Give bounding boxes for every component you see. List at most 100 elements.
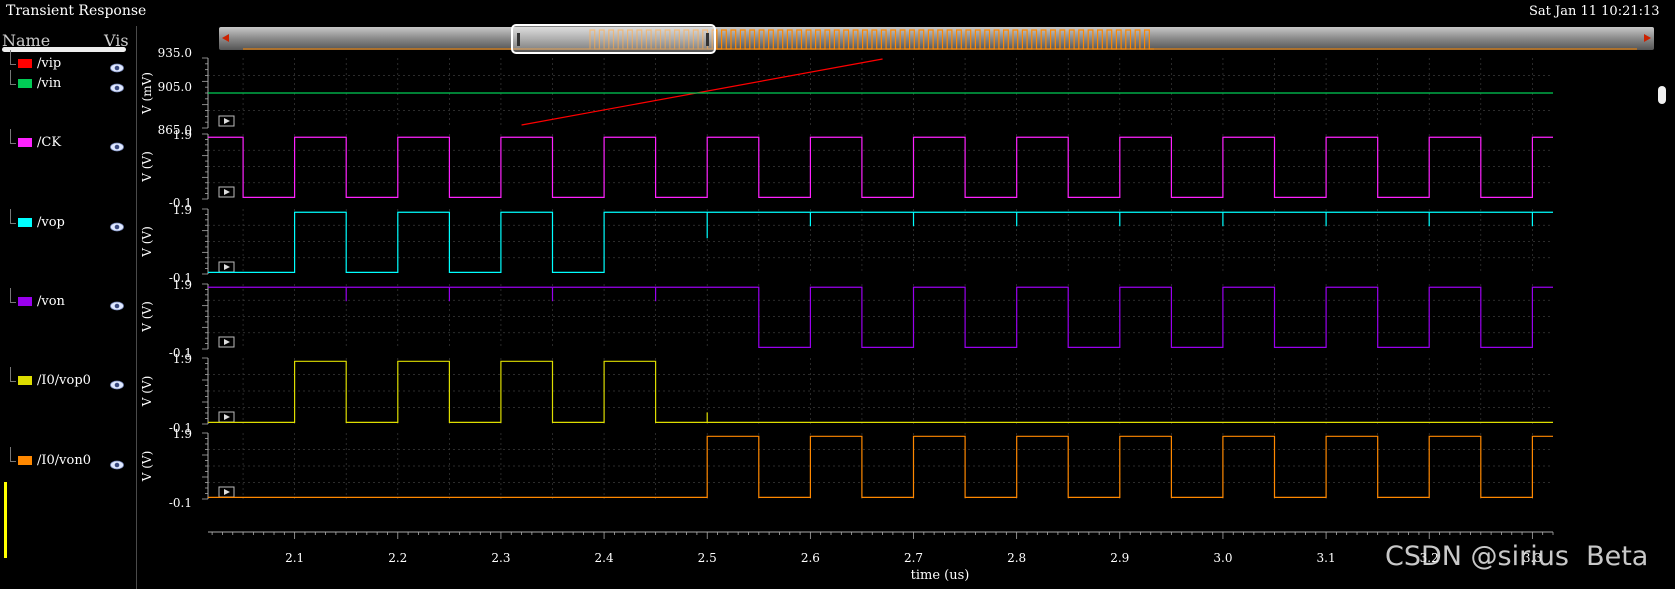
signal-name: /I0/vop0 (37, 373, 91, 388)
play-icon (224, 189, 230, 195)
tree-connector (10, 367, 16, 382)
strip-expand-frame (218, 186, 235, 198)
plot-strip: V (mV) 935.0 905.0 865.0 (140, 46, 1553, 137)
eye-icon[interactable] (110, 58, 124, 73)
signal-row[interactable]: /vip (0, 50, 136, 74)
column-header-vis[interactable]: Vis (104, 31, 129, 48)
x-tick-label: 2.7 (904, 551, 923, 565)
tree-connector (10, 447, 16, 462)
x-tick-label: 3.1 (1317, 551, 1336, 565)
x-tick-label: 3.3 (1523, 551, 1542, 565)
x-tick-label: 2.3 (491, 551, 510, 565)
waveform-vip (521, 58, 883, 126)
signal-row[interactable]: /vop (0, 209, 136, 233)
x-axis: 2.1 2.2 2.3 2.4 2.5 2.6 2.7 2.8 2.9 3.0 3.1 3.2 3.3 t… (208, 531, 1554, 583)
y-tick-label: 1.9 (173, 427, 192, 441)
signal-color-swatch (18, 59, 32, 68)
overview-bar[interactable] (219, 24, 1654, 54)
watermark: CSDN @sirius Beta (1385, 541, 1649, 572)
selection-indicator (4, 482, 7, 558)
waveform-i0-vop0 (208, 360, 1553, 423)
vertical-scrollbar[interactable] (1658, 86, 1666, 104)
strip-expand-button[interactable] (218, 115, 235, 127)
plot-strip: V (V) 1.9 -0.1 (140, 352, 1553, 435)
eye-icon[interactable] (110, 217, 124, 232)
signal-color-swatch (18, 138, 32, 147)
x-tick-label: 2.5 (698, 551, 717, 565)
signal-name: /CK (37, 135, 62, 150)
y-tick-label: 935.0 (158, 46, 192, 60)
y-axis-label: V (V) (140, 226, 154, 258)
datetime: Sat Jan 11 10:21:13 (1529, 4, 1660, 19)
y-tick-label: 1.9 (173, 203, 192, 217)
x-axis-label: time (us) (911, 568, 970, 583)
eye-icon[interactable] (110, 455, 124, 470)
x-tick-label: 2.2 (388, 551, 407, 565)
signal-name: /von (37, 294, 65, 309)
eye-icon[interactable] (110, 296, 124, 311)
signal-color-swatch (18, 456, 32, 465)
tree-connector (10, 50, 16, 65)
strip-expand-frame (218, 115, 235, 127)
signal-row[interactable]: /CK (0, 129, 136, 153)
tree-connector (10, 129, 16, 144)
waveform-vop (208, 211, 1553, 273)
x-tick-label: 3.2 (1420, 551, 1439, 565)
y-tick-label: 865.0 (158, 123, 192, 137)
signal-row[interactable]: /vin (0, 70, 136, 94)
strip-expand-button[interactable] (218, 261, 235, 273)
signal-row[interactable]: /I0/vop0 (0, 367, 136, 391)
zoom-window[interactable] (511, 24, 716, 54)
plot-strip: V (V) 1.9 -0.1 (140, 128, 1553, 210)
plot-strip: V (V) 1.9 -0.1 (140, 427, 1553, 510)
waveform-ck (208, 136, 1553, 198)
play-icon (224, 264, 230, 270)
strip-expand-button[interactable] (218, 186, 235, 198)
zoom-handle-left[interactable] (517, 33, 520, 46)
y-axis-label: V (V) (140, 451, 154, 483)
x-tick-label: 2.4 (595, 551, 614, 565)
y-tick-label: -0.1 (169, 421, 192, 435)
strip-expand-button[interactable] (218, 336, 235, 348)
column-header-name[interactable]: Name (2, 31, 51, 48)
horizontal-scrollbar[interactable] (2, 47, 126, 52)
signal-name: /I0/von0 (37, 453, 91, 468)
y-tick-label: 905.0 (158, 80, 192, 94)
tree-connector (10, 70, 16, 85)
strip-expand-button[interactable] (218, 486, 235, 498)
x-tick-label: 2.9 (1110, 551, 1129, 565)
window-title: Transient Response (6, 3, 147, 19)
y-tick-label: 1.9 (173, 278, 192, 292)
strip-expand-button[interactable] (218, 411, 235, 423)
signal-name: /vin (37, 76, 62, 91)
overview-track (219, 27, 1654, 50)
eye-icon[interactable] (110, 137, 124, 152)
play-icon (224, 414, 230, 420)
y-axis-label: V (V) (140, 301, 154, 333)
signal-row[interactable]: /von (0, 288, 136, 312)
waveform-i0-von0 (208, 435, 1553, 498)
y-axis-label: V (V) (140, 151, 154, 183)
play-icon (224, 489, 230, 495)
y-tick-label: -0.1 (169, 346, 192, 360)
signal-color-swatch (18, 218, 32, 227)
x-tick-label: 3.0 (1213, 551, 1232, 565)
signal-color-swatch (18, 297, 32, 306)
signal-color-swatch (18, 376, 32, 385)
eye-icon[interactable] (110, 78, 124, 93)
scroll-left-arrow-icon[interactable] (222, 34, 229, 42)
eye-icon[interactable] (110, 375, 124, 390)
y-axis-label: V (mV) (140, 72, 154, 115)
strip-expand-frame (218, 336, 235, 348)
scroll-right-arrow-icon[interactable] (1644, 34, 1651, 42)
signal-name: /vip (37, 56, 62, 71)
play-icon (224, 339, 230, 345)
play-icon (224, 118, 230, 124)
signal-list-panel: Name Vis /vip/vin/CK/vop/von/I0/vop0/I0/… (0, 26, 137, 589)
tree-connector (10, 288, 16, 303)
zoom-handle-right[interactable] (706, 33, 709, 46)
plot-strip: V (V) 1.9 -0.1 (140, 278, 1553, 360)
y-tick-label: 1.9 (173, 128, 192, 142)
signal-row[interactable]: /I0/von0 (0, 447, 136, 471)
